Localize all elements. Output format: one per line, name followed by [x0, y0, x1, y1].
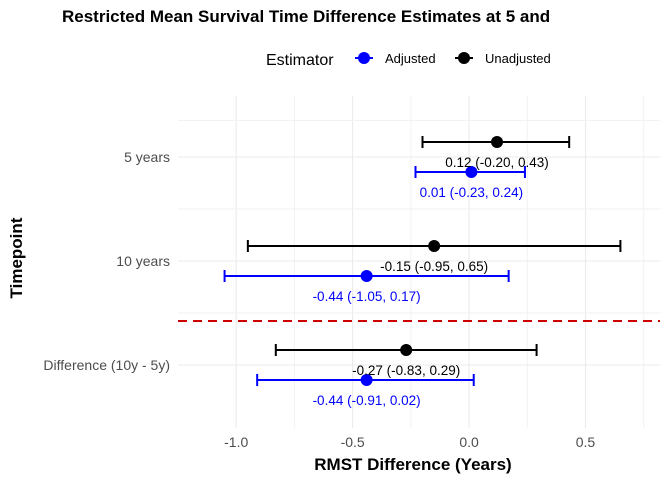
- legend: Estimator Adjusted Unadjusted: [266, 51, 551, 69]
- y-axis-title: Timepoint: [7, 217, 26, 298]
- y-tick-label: Difference (10y - 5y): [43, 357, 170, 373]
- legend-entry-label: Unadjusted: [485, 51, 551, 66]
- grid: [178, 96, 660, 428]
- x-tick-label: 0.5: [576, 434, 596, 450]
- data-labels: 0.01 (-0.23, 0.24) -0.44 (-1.05, 0.17) -0.…: [313, 155, 549, 408]
- y-tick-label: 10 years: [116, 253, 170, 269]
- data-label: -0.27 (-0.83, 0.29): [352, 363, 460, 378]
- x-tick-label: 0.0: [459, 434, 479, 450]
- x-tick-label: -0.5: [341, 434, 365, 450]
- data-label: 0.01 (-0.23, 0.24): [420, 185, 524, 200]
- data-label: 0.12 (-0.20, 0.43): [445, 155, 549, 170]
- point-estimate: [360, 374, 373, 386]
- data-label: -0.44 (-0.91, 0.02): [313, 393, 421, 408]
- data-label: -0.15 (-0.95, 0.65): [380, 259, 488, 274]
- point-estimate: [428, 240, 441, 252]
- x-axis-title: RMST Difference (Years): [314, 455, 511, 474]
- y-axis-tick-labels: 5 years 10 years Difference (10y - 5y): [43, 149, 170, 373]
- legend-title: Estimator: [266, 52, 334, 69]
- data-label: -0.44 (-1.05, 0.17): [313, 289, 421, 304]
- chart-title: Restricted Mean Survival Time Difference…: [62, 7, 550, 26]
- x-tick-label: -1.0: [224, 434, 248, 450]
- point-estimate: [465, 166, 478, 178]
- chart-marks: [223, 136, 622, 386]
- y-tick-label: 5 years: [124, 149, 170, 165]
- legend-key-point: [458, 52, 470, 64]
- point-estimate: [400, 344, 413, 356]
- legend-key-point: [358, 52, 370, 64]
- x-axis-tick-labels: -1.0 -0.5 0.0 0.5: [224, 434, 595, 450]
- legend-entry-label: Adjusted: [385, 51, 436, 66]
- point-estimate: [360, 270, 373, 282]
- point-estimate: [491, 136, 504, 148]
